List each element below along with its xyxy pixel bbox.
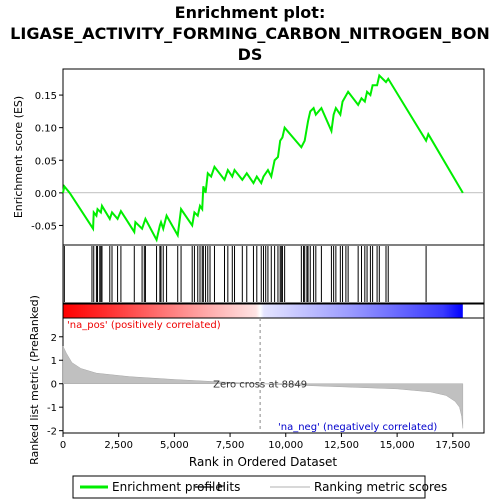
metric-x-tick-label: 0 [60,440,66,451]
enrichment-profile-line [62,73,464,243]
metric-y-tick-label: -2 [47,427,57,438]
metric-x-tick-label: 10,000 [268,440,303,451]
zero-cross-label: Zero cross at 8849 [213,380,307,391]
chart-title-line-3: DS [238,45,263,64]
es-panel-frame [62,68,485,246]
legend-frame [72,475,426,499]
ranking-metric-area [62,346,464,429]
es-y-axis-label: Enrichment score (ES) [12,96,25,218]
metric-x-tick-label: 12,500 [324,440,359,451]
positive-correlation-label: 'na_pos' (positively correlated) [67,320,221,331]
chart-title: Enrichment plot: LIGASE_ACTIVITY_FORMING… [10,3,490,64]
metric-y-tick-label: -1 [47,403,57,414]
es-y-tick-label: 0.05 [35,156,57,167]
hits-ticks [63,246,427,302]
metric-y-tick-label: 2 [51,333,57,344]
chart-title-line-1: Enrichment plot: [175,3,326,22]
es-y-tick-label: -0.05 [31,221,57,232]
es-y-tick-label: 0.15 [35,91,57,102]
negative-correlation-label: 'na_neg' (negatively correlated) [278,422,437,433]
metric-x-axis-label: Rank in Ordered Dataset [189,455,337,469]
chart-title-line-2: LIGASE_ACTIVITY_FORMING_CARBON_NITROGEN_… [10,24,490,43]
metric-x-tick-label: 5,000 [160,440,189,451]
metric-y-axis-label: Ranked list metric (PreRanked) [28,295,41,465]
legend-label: Ranking metric scores [314,480,447,494]
es-y-tick-label: 0.00 [35,189,57,200]
rank-color-bar [63,304,463,318]
hits-panel-frame [62,244,485,304]
metric-x-tick-label: 2,500 [104,440,133,451]
metric-y-tick-label: 1 [51,356,57,367]
metric-x-axis: 0 2,500 5,000 7,500 10,000 12,500 15,000 17,500 [60,433,470,451]
metric-x-tick-label: 17,500 [435,440,470,451]
es-y-axis: -0.05 0.00 0.05 0.10 0.15 [31,91,63,232]
metric-panel-frame [62,317,485,434]
metric-x-tick-label: 15,000 [380,440,415,451]
legend-label: Enrichment profile [112,480,223,494]
metric-x-tick-label: 7,500 [216,440,245,451]
metric-y-axis: -2 -1 0 1 2 [47,333,63,438]
es-y-tick-label: 0.10 [35,124,57,135]
metric-y-tick-label: 0 [51,380,57,391]
legend-label: Hits [217,480,240,494]
